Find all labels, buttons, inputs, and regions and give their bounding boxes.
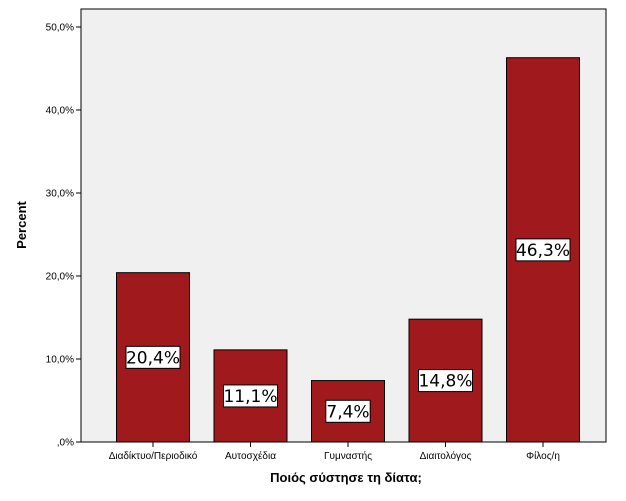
y-tick-label: 20,0% (46, 272, 74, 283)
data-label: 46,3% (515, 238, 571, 262)
data-label-text: 46,3% (516, 241, 570, 261)
data-label-box (515, 238, 571, 262)
data-label-box (125, 345, 181, 369)
y-tick-label: 10,0% (46, 355, 74, 366)
y-tick-label: 30,0% (46, 189, 74, 200)
data-label-text: 11,1% (223, 387, 277, 407)
x-axis: Διαδίκτυο/Περιοδικό Αυτοσχέδια Γυμναστής Δι… (109, 442, 560, 462)
y-tick-label: 50,0% (46, 23, 74, 34)
x-axis-title: Ποιός σύστησε τη δίατα; (270, 470, 422, 485)
data-label-text: 7,4% (326, 402, 369, 422)
data-label: 11,1% (223, 384, 278, 408)
y-axis-title: Percent (14, 200, 29, 248)
data-label: 14,8% (418, 369, 473, 393)
data-label: 7,4% (325, 399, 371, 423)
data-label-box (223, 384, 278, 408)
y-axis: ,0% 10,0% 20,0% 30,0% 40,0% 50,0% (46, 23, 81, 449)
x-tick-label: Αυτοσχέδια (225, 450, 276, 462)
x-tick-label: Φίλος/η (526, 450, 560, 462)
data-labels-group: 20,4% 11,1% 7,4% 14,8% 46,3% (125, 238, 571, 423)
y-tick-label: ,0% (57, 438, 74, 449)
data-label-box (418, 369, 473, 393)
x-tick-label: Γυμναστής (324, 450, 372, 462)
data-label: 20,4% (125, 345, 181, 369)
data-label-box (325, 399, 371, 423)
x-tick-label: Διαιτολόγος (420, 450, 472, 462)
x-tick-label: Διαδίκτυο/Περιοδικό (109, 450, 198, 462)
data-label-text: 14,8% (418, 372, 472, 392)
data-label-text: 20,4% (126, 348, 180, 368)
y-tick-label: 40,0% (46, 106, 74, 117)
